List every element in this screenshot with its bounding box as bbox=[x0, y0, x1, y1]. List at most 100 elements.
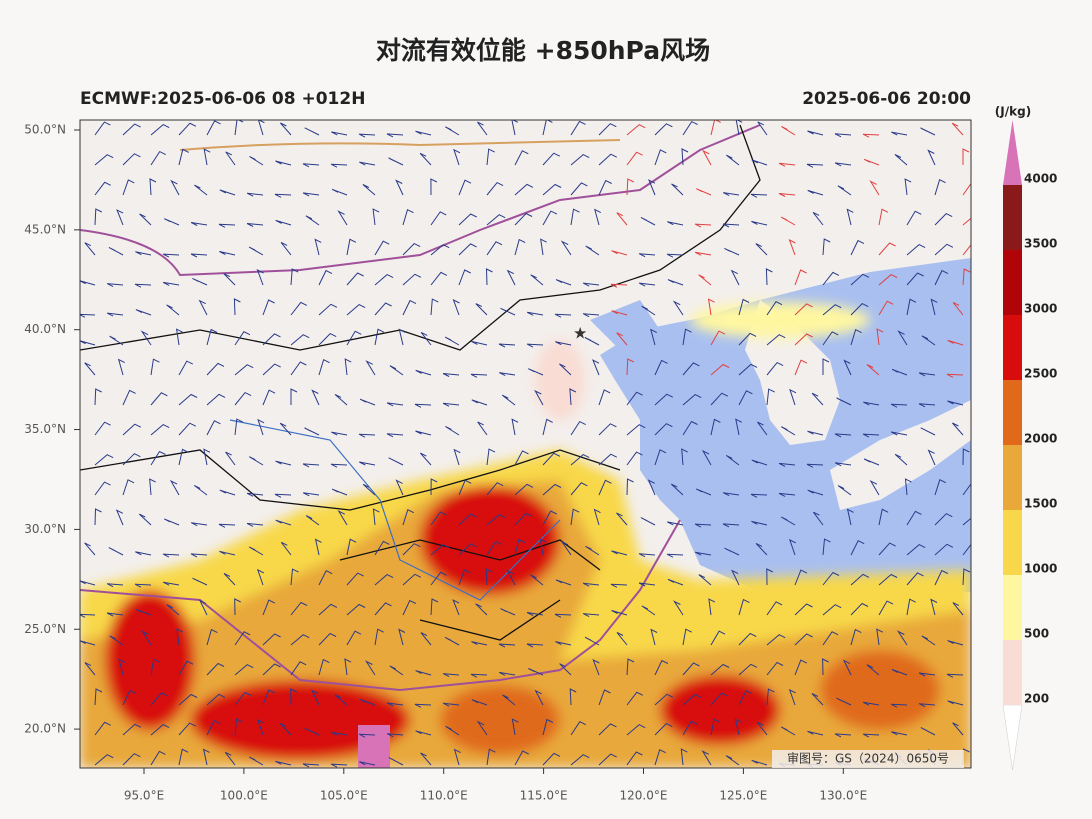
wind-barb bbox=[710, 692, 728, 706]
wind-barb bbox=[626, 358, 634, 376]
wind-barb bbox=[304, 427, 320, 436]
wind-barb bbox=[330, 163, 348, 168]
wind-barb bbox=[486, 214, 506, 226]
wind-barb bbox=[175, 328, 183, 346]
wind-barb bbox=[757, 421, 768, 436]
wind-barb bbox=[610, 583, 628, 588]
wind-barb bbox=[725, 755, 740, 766]
wind-barb bbox=[667, 221, 684, 226]
wind-barb bbox=[616, 512, 628, 526]
wind-barb bbox=[430, 511, 447, 526]
wind-barb bbox=[402, 573, 422, 586]
wind-barb bbox=[486, 482, 504, 496]
wind-barb bbox=[811, 392, 824, 406]
wind-barb bbox=[318, 269, 333, 286]
wind-barb bbox=[530, 274, 544, 286]
colorbar-segment bbox=[1003, 510, 1022, 575]
wind-barb bbox=[812, 211, 824, 226]
wind-barb bbox=[585, 245, 600, 256]
wind-barb bbox=[962, 182, 971, 196]
wind-barb bbox=[256, 268, 264, 286]
wind-barb bbox=[751, 459, 768, 466]
wind-barb bbox=[514, 750, 529, 766]
wind-barb bbox=[781, 126, 796, 136]
wind-barb bbox=[781, 426, 796, 436]
wind-barb bbox=[262, 633, 281, 646]
wind-barb bbox=[302, 192, 320, 197]
wind-barb bbox=[257, 120, 265, 136]
wind-barb bbox=[420, 752, 432, 766]
wind-barb bbox=[610, 283, 628, 288]
lon-label: 130.0°E bbox=[819, 789, 867, 803]
lat-label: 50.0°N bbox=[24, 123, 66, 137]
wind-barb bbox=[135, 251, 152, 256]
wind-barb bbox=[611, 310, 628, 316]
wind-barb bbox=[641, 605, 656, 616]
wind-barb bbox=[794, 569, 808, 586]
wind-barb bbox=[962, 448, 970, 466]
wind-barb bbox=[314, 538, 322, 556]
wind-barb bbox=[738, 632, 757, 646]
wind-barb bbox=[766, 568, 774, 586]
wind-barb bbox=[788, 538, 797, 556]
wind-barb bbox=[506, 269, 516, 286]
wind-barb bbox=[778, 162, 796, 167]
wind-barb bbox=[141, 630, 152, 646]
wind-barb bbox=[471, 699, 488, 706]
wind-barb bbox=[358, 133, 376, 138]
wind-barb bbox=[262, 333, 281, 346]
wind-barb bbox=[934, 269, 949, 286]
wind-barb bbox=[94, 481, 111, 496]
wind-barb bbox=[534, 389, 544, 406]
wind-barb bbox=[304, 727, 320, 736]
wind-barb bbox=[262, 689, 276, 706]
wind-barb bbox=[582, 282, 600, 287]
wind-barb bbox=[927, 149, 936, 166]
wind-barb bbox=[162, 581, 180, 586]
wind-barb bbox=[458, 543, 477, 556]
wind-barb bbox=[470, 373, 488, 378]
wind-barb bbox=[135, 551, 152, 556]
wind-barb bbox=[334, 393, 348, 406]
wind-barb bbox=[365, 660, 376, 676]
wind-barb bbox=[108, 547, 124, 556]
wind-barb bbox=[430, 478, 438, 496]
wind-barb bbox=[176, 628, 184, 646]
wind-barb bbox=[570, 420, 586, 436]
wind-barb bbox=[555, 579, 572, 586]
wind-barb bbox=[150, 692, 168, 706]
wind-barb bbox=[947, 640, 964, 646]
wind-barb bbox=[256, 718, 264, 736]
wind-barb bbox=[275, 460, 292, 466]
wind-barb bbox=[822, 331, 839, 346]
wind-barb bbox=[414, 703, 432, 708]
wind-barb bbox=[682, 328, 692, 346]
colorbar-segment bbox=[1003, 640, 1022, 705]
wind-barb bbox=[331, 188, 348, 196]
wind-barb bbox=[389, 365, 404, 376]
wind-barb bbox=[647, 479, 656, 496]
wind-barb bbox=[346, 330, 362, 346]
wind-barb bbox=[878, 274, 898, 286]
wind-barb bbox=[947, 400, 964, 406]
wind-barb bbox=[486, 181, 504, 196]
wind-barb bbox=[331, 431, 348, 436]
wind-barb bbox=[84, 362, 96, 376]
map: ★ bbox=[80, 120, 971, 768]
wind-barb bbox=[584, 337, 600, 346]
wind-barb bbox=[807, 189, 824, 196]
wind-barb bbox=[395, 479, 404, 496]
wind-barb bbox=[920, 727, 936, 736]
wind-barb bbox=[846, 508, 854, 526]
wind-barb bbox=[471, 340, 488, 346]
wind-barb bbox=[863, 158, 880, 166]
wind-barb bbox=[234, 718, 243, 736]
lat-label: 30.0°N bbox=[24, 522, 66, 536]
wind-barb bbox=[122, 389, 136, 406]
wind-barb bbox=[906, 544, 926, 556]
wind-barb bbox=[850, 328, 862, 346]
wind-barb bbox=[710, 418, 721, 436]
wind-barb bbox=[122, 423, 142, 436]
wind-barb bbox=[876, 628, 884, 646]
wind-barb bbox=[930, 598, 938, 616]
